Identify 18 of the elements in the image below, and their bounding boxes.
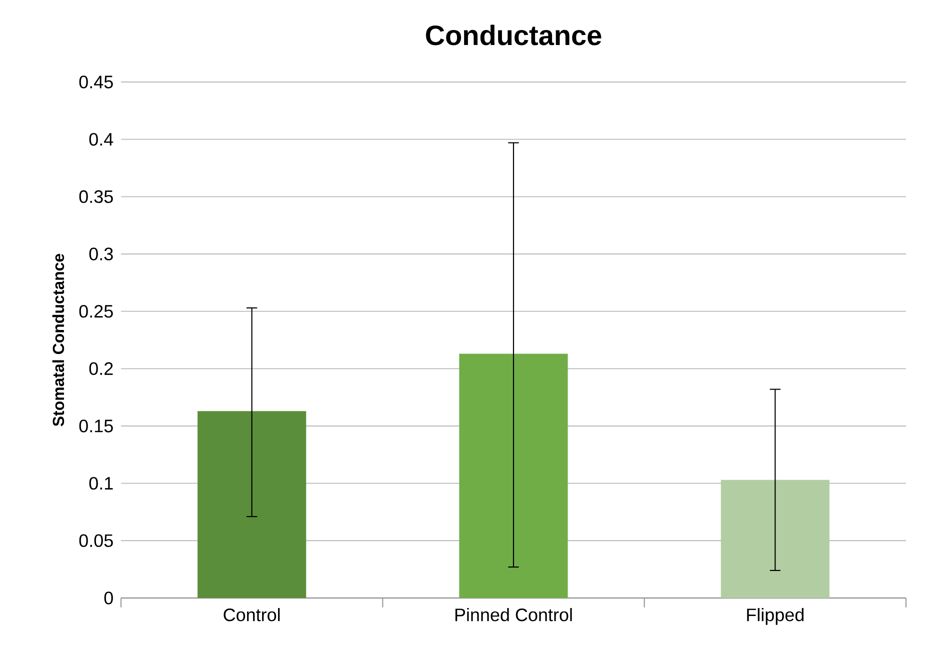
- chart-title: Conductance: [426, 24, 602, 46]
- y-tick-label: 0.35: [79, 190, 113, 204]
- y-tick-label: 0.45: [79, 76, 113, 88]
- y-tick-label: 0.3: [89, 248, 113, 260]
- y-tick-label: 0.05: [79, 534, 113, 548]
- y-tick-label: 0.1: [89, 476, 113, 490]
- y-tick-label: 0.25: [79, 304, 113, 318]
- x-tick-label: Pinned Control: [455, 608, 572, 622]
- bar: [720, 480, 830, 598]
- y-tick-label: 0: [104, 592, 113, 604]
- bar: [198, 411, 306, 598]
- y-tick-label: 0.15: [79, 420, 113, 432]
- y-axis-title: Stomatal Conductance: [52, 254, 64, 426]
- bar: [459, 354, 568, 598]
- x-tick-label: Flipped: [747, 608, 804, 625]
- y-tick-label: 0.4: [89, 132, 114, 146]
- x-tick-label: Control: [224, 608, 280, 622]
- y-tick-label: 0.2: [89, 362, 113, 376]
